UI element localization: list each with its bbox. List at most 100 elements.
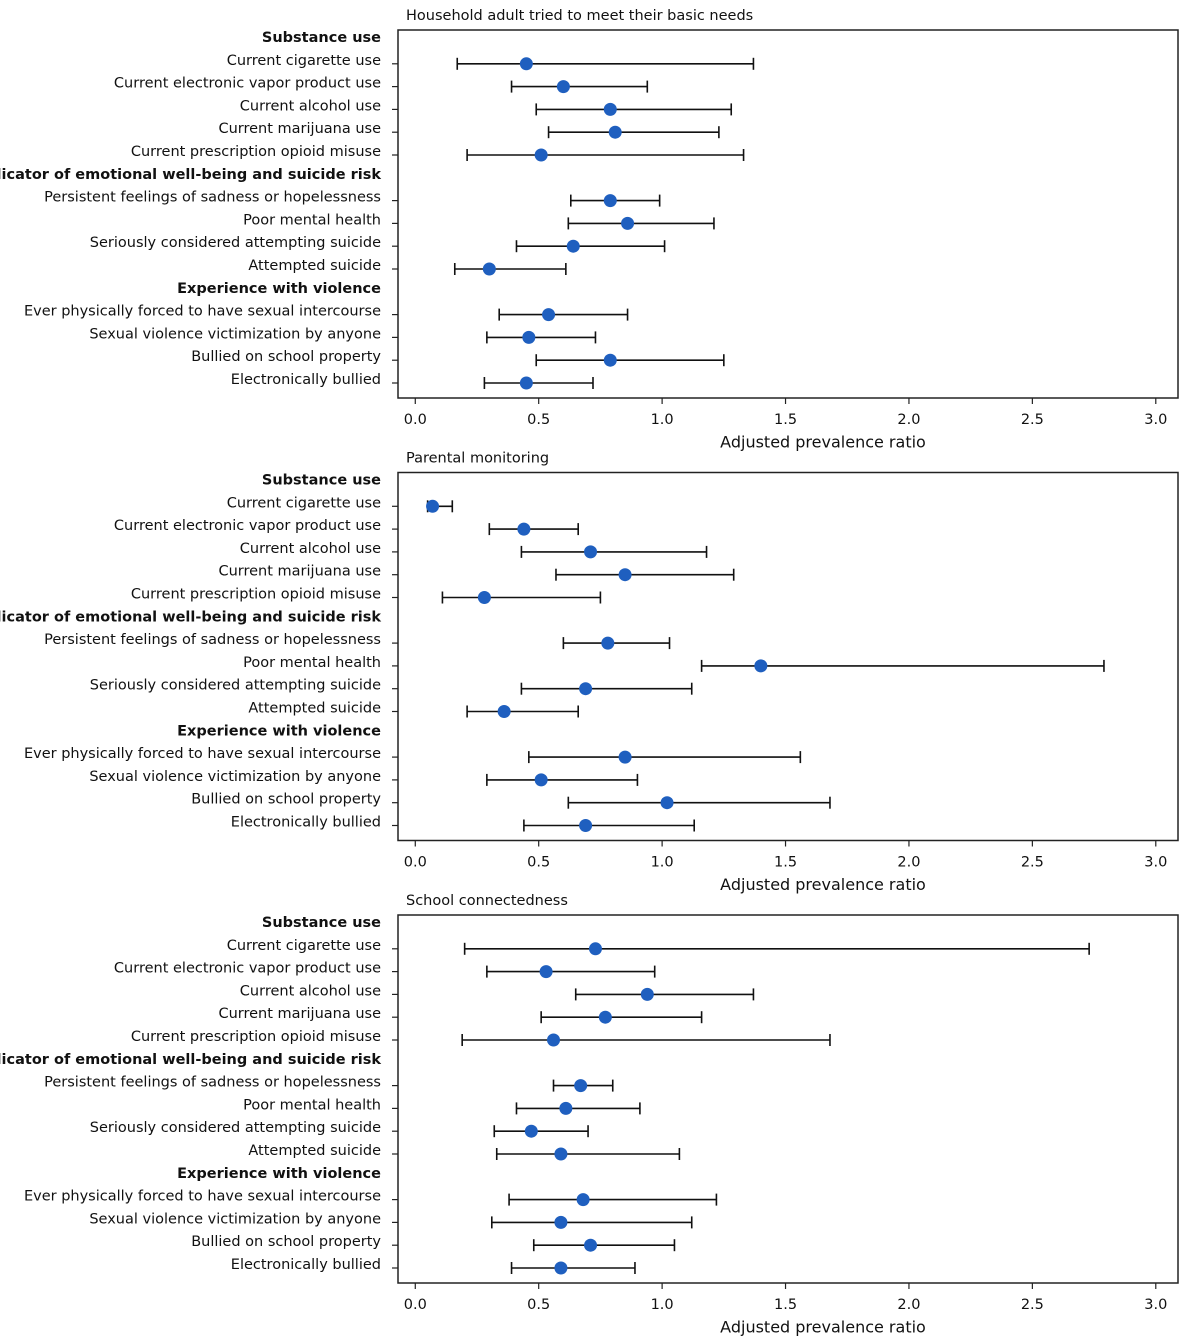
x-tick-label: 0.0	[404, 855, 427, 871]
x-tick-label: 2.5	[1021, 1297, 1044, 1313]
point-estimate	[618, 568, 632, 582]
plot-frame	[397, 29, 1179, 399]
x-tick-label: 1.0	[651, 412, 674, 428]
category-label: Current marijuana use	[218, 564, 381, 580]
x-axis-label: Adjusted prevalence ratio	[720, 875, 926, 894]
point-estimate	[547, 1033, 561, 1047]
category-label: Ever physically forced to have sexual in…	[24, 304, 381, 320]
group-header: Experience with violence	[177, 723, 381, 739]
category-label: Current electronic vapor product use	[114, 961, 381, 977]
plot-frame	[397, 471, 1179, 842]
point-estimate	[660, 796, 674, 810]
panel-title: Parental monitoring	[406, 451, 549, 467]
category-label: Current cigarette use	[227, 495, 381, 511]
point-estimate	[522, 330, 536, 344]
category-label: Attempted suicide	[248, 1143, 381, 1159]
point-estimate	[534, 773, 548, 787]
category-label: Current alcohol use	[240, 541, 381, 557]
x-tick-label: 2.5	[1021, 412, 1044, 428]
category-label: Poor mental health	[243, 655, 381, 671]
category-label: Bullied on school property	[191, 349, 381, 365]
point-estimate	[754, 659, 768, 673]
point-estimate	[584, 1238, 598, 1252]
x-tick-label: 3.0	[1144, 412, 1167, 428]
category-label: Electronically bullied	[231, 372, 381, 388]
x-tick-label: 1.5	[774, 1297, 797, 1313]
point-estimate	[579, 682, 593, 696]
point-estimate	[534, 148, 548, 162]
x-tick-label: 2.0	[897, 1297, 920, 1313]
point-estimate	[426, 499, 440, 513]
category-label: Ever physically forced to have sexual in…	[24, 1189, 381, 1205]
x-tick-label: 1.0	[651, 1297, 674, 1313]
point-estimate	[640, 987, 654, 1001]
category-label: Sexual violence victimization by anyone	[89, 1211, 381, 1227]
category-label: Current electronic vapor product use	[114, 518, 381, 534]
category-label: Sexual violence victimization by anyone	[89, 769, 381, 785]
point-estimate	[566, 239, 580, 253]
category-label: Ever physically forced to have sexual in…	[24, 746, 381, 762]
category-label: Poor mental health	[243, 212, 381, 228]
category-label: Electronically bullied	[231, 815, 381, 831]
category-label: Current cigarette use	[227, 53, 381, 69]
group-header: Substance use	[262, 915, 381, 931]
category-label: Current electronic vapor product use	[114, 76, 381, 92]
group-header: Indicator of emotional well-being and su…	[0, 609, 381, 625]
x-tick-label: 0.0	[404, 412, 427, 428]
point-estimate	[519, 57, 533, 71]
group-header: Indicator of emotional well-being and su…	[0, 167, 381, 183]
category-label: Persistent feelings of sadness or hopele…	[44, 632, 381, 648]
x-tick-label: 1.5	[774, 412, 797, 428]
point-estimate	[603, 353, 617, 367]
category-label: Bullied on school property	[191, 1234, 381, 1250]
point-estimate	[482, 262, 496, 276]
point-estimate	[576, 1193, 590, 1207]
category-label: Current alcohol use	[240, 983, 381, 999]
point-estimate	[539, 965, 553, 979]
category-label: Seriously considered attempting suicide	[90, 235, 381, 251]
group-header: Experience with violence	[177, 1166, 381, 1182]
point-estimate	[517, 522, 531, 536]
category-label: Attempted suicide	[248, 701, 381, 717]
category-label: Current prescription opioid misuse	[131, 587, 381, 603]
x-tick-label: 0.5	[527, 1297, 550, 1313]
x-tick-label: 1.5	[774, 855, 797, 871]
category-label: Bullied on school property	[191, 792, 381, 808]
point-estimate	[556, 80, 570, 94]
point-estimate	[598, 1010, 612, 1024]
category-label: Current cigarette use	[227, 938, 381, 954]
point-estimate	[554, 1215, 568, 1229]
point-estimate	[519, 376, 533, 390]
category-label: Current alcohol use	[240, 98, 381, 114]
category-label: Seriously considered attempting suicide	[90, 678, 381, 694]
x-axis-label: Adjusted prevalence ratio	[720, 433, 926, 452]
point-estimate	[603, 102, 617, 116]
category-label: Poor mental health	[243, 1097, 381, 1113]
category-label: Seriously considered attempting suicide	[90, 1120, 381, 1136]
point-estimate	[603, 194, 617, 208]
x-tick-label: 3.0	[1144, 855, 1167, 871]
point-estimate	[584, 545, 598, 559]
x-tick-label: 2.5	[1021, 855, 1044, 871]
plot-frame	[397, 914, 1179, 1284]
category-label: Current prescription opioid misuse	[131, 144, 381, 160]
x-tick-label: 2.0	[897, 412, 920, 428]
x-tick-label: 3.0	[1144, 1297, 1167, 1313]
group-header: Experience with violence	[177, 281, 381, 297]
x-tick-label: 0.0	[404, 1297, 427, 1313]
category-label: Attempted suicide	[248, 258, 381, 274]
point-estimate	[477, 591, 491, 604]
point-estimate	[579, 819, 593, 832]
panel-title: School connectedness	[406, 893, 568, 909]
point-estimate	[524, 1124, 538, 1138]
point-estimate	[554, 1147, 568, 1161]
x-tick-label: 0.5	[527, 855, 550, 871]
point-estimate	[559, 1101, 573, 1115]
point-estimate	[554, 1261, 568, 1275]
category-label: Electronically bullied	[231, 1257, 381, 1273]
x-tick-label: 1.0	[651, 855, 674, 871]
point-estimate	[621, 216, 635, 230]
x-axis-label: Adjusted prevalence ratio	[720, 1318, 926, 1337]
point-estimate	[601, 636, 615, 650]
